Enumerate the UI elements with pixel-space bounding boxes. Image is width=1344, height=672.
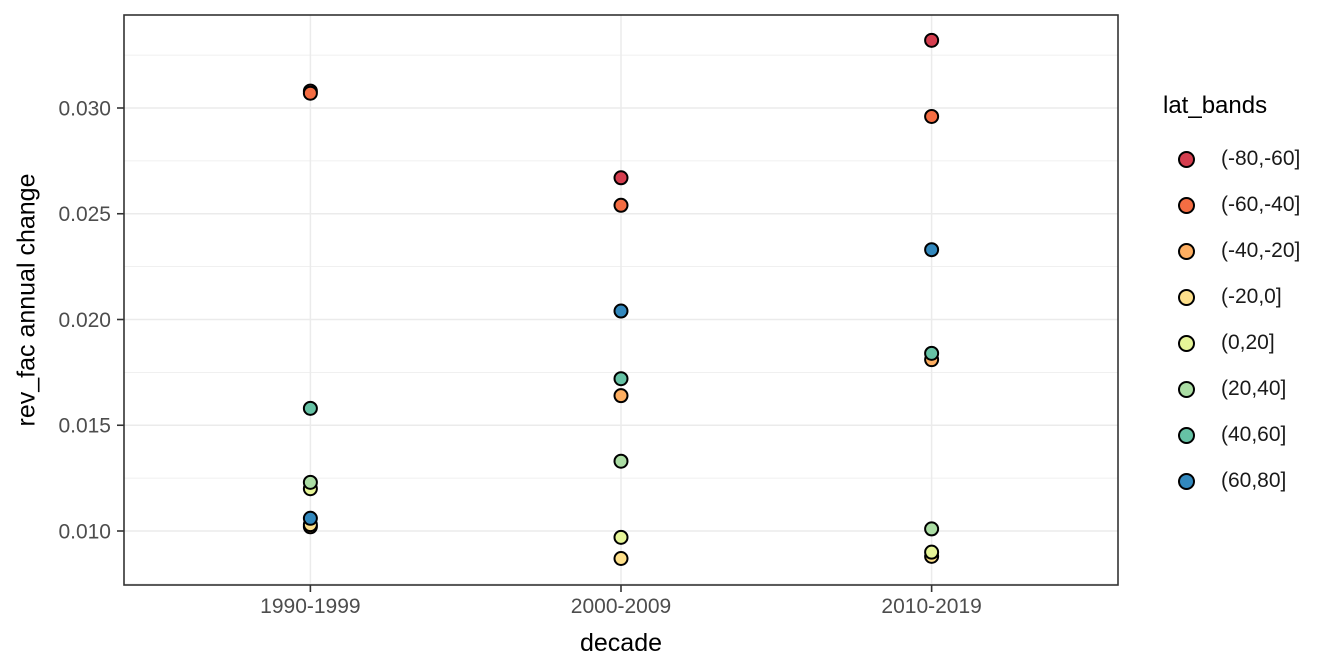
legend-item: (60,80]	[1150, 458, 1300, 504]
legend-item: (-60,-40]	[1150, 182, 1300, 228]
legend-key-circle-icon	[1178, 288, 1195, 306]
y-tick-label: 0.025	[58, 203, 111, 226]
data-point	[613, 303, 629, 319]
legend-label: (-60,-40]	[1221, 193, 1301, 216]
legend-key-circle-icon	[1178, 150, 1195, 168]
legend-item: (20,40]	[1150, 366, 1300, 412]
data-point	[613, 550, 629, 566]
data-point	[613, 453, 629, 469]
legend-key-circle-icon	[1178, 380, 1195, 398]
data-point	[924, 108, 940, 124]
data-point	[302, 510, 318, 526]
y-tick-label: 0.020	[58, 309, 111, 332]
data-point	[613, 388, 629, 404]
legend-label: (0,20]	[1221, 331, 1275, 354]
legend-key-circle-icon	[1178, 242, 1195, 260]
data-point	[924, 521, 940, 537]
x-axis-title: decade	[579, 629, 663, 657]
data-point	[924, 32, 940, 48]
legend-item: (-20,0]	[1150, 274, 1300, 320]
x-tick-label: 1990-1999	[260, 595, 360, 618]
legend-item: (40,60]	[1150, 412, 1300, 458]
y-tick-label: 0.010	[58, 520, 111, 543]
legend-label: (40,60]	[1221, 423, 1287, 446]
y-tick-label: 0.015	[58, 415, 111, 438]
legend: lat_bands (-80,-60] (-60,-40] (-40,-20] (-2…	[1150, 92, 1300, 504]
data-point	[613, 197, 629, 213]
legend-item: (0,20]	[1150, 320, 1300, 366]
legend-key-circle-icon	[1178, 196, 1195, 214]
x-tick-label: 2010-2019	[881, 595, 981, 618]
legend-label: (20,40]	[1221, 377, 1287, 400]
legend-key-circle-icon	[1178, 334, 1195, 352]
data-point	[613, 529, 629, 545]
legend-label: (-20,0]	[1221, 285, 1282, 308]
y-axis-title: rev_fac annual change	[12, 173, 41, 427]
data-point	[924, 345, 940, 361]
data-point	[302, 85, 318, 101]
legend-label: (-80,-60]	[1221, 147, 1301, 170]
legend-label: (60,80]	[1221, 469, 1287, 492]
data-points	[302, 32, 940, 566]
data-point	[613, 371, 629, 387]
data-point	[302, 400, 318, 416]
data-point	[924, 544, 940, 560]
legend-key-circle-icon	[1178, 426, 1195, 444]
y-tick-label: 0.030	[58, 97, 111, 120]
legend-title: lat_bands	[1163, 92, 1268, 119]
data-point	[924, 242, 940, 258]
y-axis: 0.010 0.015 0.020 0.025 0.030	[58, 97, 124, 543]
x-tick-label: 2000-2009	[571, 595, 671, 618]
data-point	[613, 170, 629, 186]
legend-label: (-40,-20]	[1221, 239, 1301, 262]
data-point	[302, 474, 318, 490]
legend-item: (-40,-20]	[1150, 228, 1300, 274]
legend-item: (-80,-60]	[1150, 136, 1300, 182]
x-axis: 1990-1999 2000-2009 2010-2019	[260, 585, 982, 618]
legend-key-circle-icon	[1178, 472, 1195, 490]
legend-items: (-80,-60] (-60,-40] (-40,-20] (-20,0] (0,20]…	[1150, 136, 1300, 504]
